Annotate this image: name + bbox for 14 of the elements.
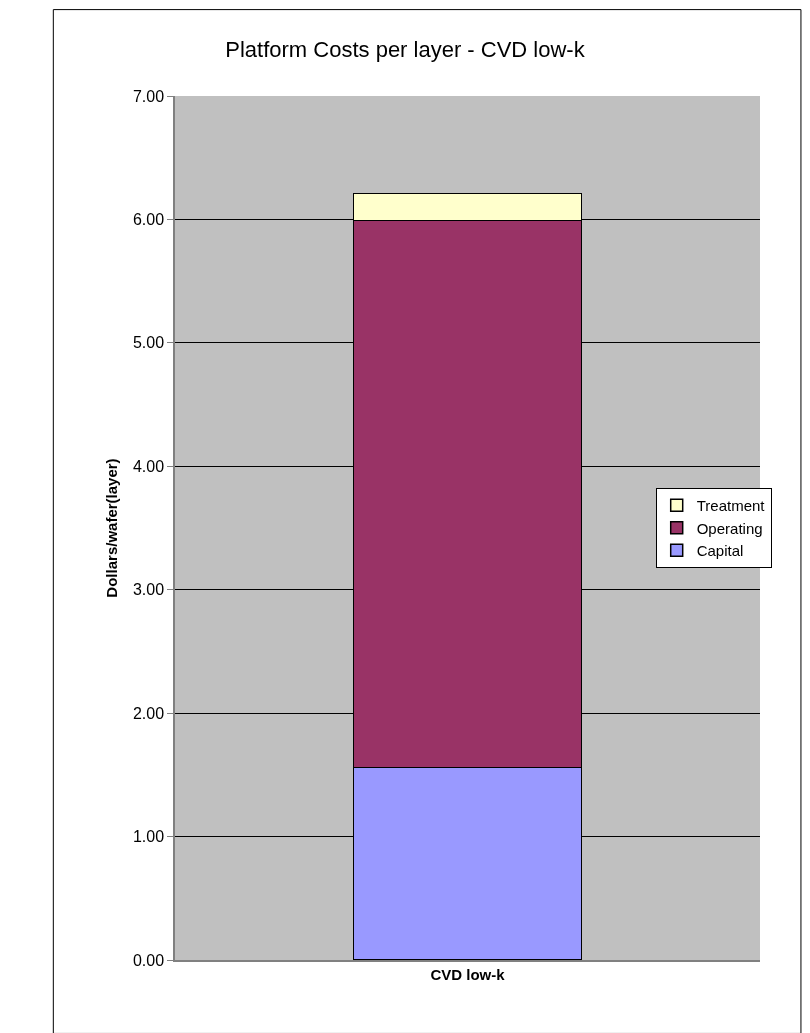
y-tick-label: 5.00: [132, 334, 165, 352]
x-tick-label: CVD low-k: [430, 965, 506, 983]
y-tick-label: 4.00: [132, 457, 165, 475]
y-tick-label: 2.00: [132, 704, 165, 722]
y-axis-title: Dollars/wafer(layer): [102, 458, 120, 598]
y-tick-label: 7.00: [132, 87, 165, 105]
y-tick-label: 6.00: [132, 211, 165, 229]
y-tick-label: 3.00: [132, 581, 165, 599]
legend-label: Treatment: [696, 497, 766, 515]
legend-label: Capital: [696, 542, 744, 560]
y-tick-label: 0.00: [132, 951, 165, 969]
y-tick-label: 1.00: [132, 828, 165, 846]
legend-label: Operating: [696, 519, 763, 537]
chart-title: Platform Costs per layer - CVD low-k: [225, 36, 586, 62]
